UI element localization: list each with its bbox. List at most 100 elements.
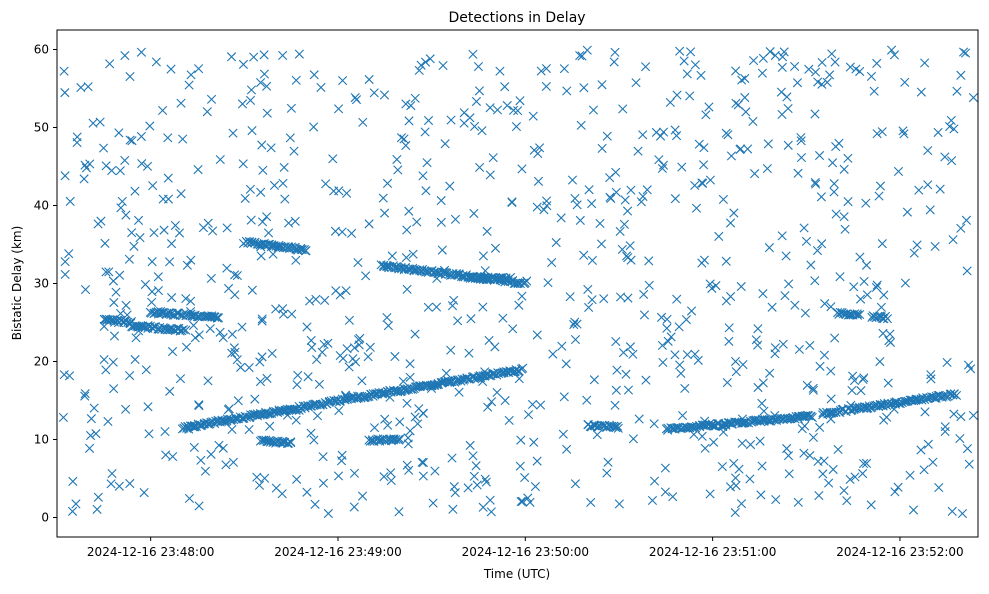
noise-point bbox=[71, 499, 81, 509]
noise-point bbox=[244, 363, 254, 373]
noise-point bbox=[610, 400, 620, 410]
noise-point bbox=[398, 376, 408, 386]
noise-point bbox=[822, 77, 832, 87]
noise-point bbox=[658, 357, 668, 368]
noise-point bbox=[828, 464, 838, 475]
noise-point bbox=[626, 185, 636, 195]
noise-point bbox=[666, 332, 676, 342]
noise-point bbox=[639, 289, 649, 300]
noise-point bbox=[176, 189, 186, 199]
noise-point bbox=[899, 129, 909, 139]
track-point bbox=[872, 312, 883, 322]
noise-point bbox=[404, 465, 414, 475]
noise-point bbox=[240, 193, 250, 204]
noise-point bbox=[605, 173, 615, 183]
noise-point bbox=[482, 226, 492, 236]
noise-point bbox=[711, 281, 721, 291]
noise-point bbox=[108, 357, 118, 367]
noise-point bbox=[471, 96, 482, 107]
track-point bbox=[946, 389, 956, 399]
noise-point bbox=[194, 400, 204, 410]
noise-point bbox=[431, 302, 442, 312]
y-tick-label: 10 bbox=[34, 433, 49, 447]
noise-point bbox=[819, 350, 830, 360]
noise-point bbox=[804, 64, 814, 74]
noise-point bbox=[404, 116, 414, 126]
noise-point bbox=[805, 340, 815, 351]
noise-point bbox=[877, 127, 887, 137]
noise-point bbox=[402, 398, 412, 408]
noise-point bbox=[671, 131, 682, 141]
noise-point bbox=[634, 414, 644, 424]
noise-point bbox=[466, 314, 476, 324]
noise-point bbox=[309, 122, 319, 132]
noise-point bbox=[238, 159, 248, 169]
noise-point bbox=[631, 78, 641, 88]
noise-point bbox=[743, 144, 753, 154]
noise-point bbox=[869, 86, 879, 96]
noise-point bbox=[622, 206, 633, 216]
noise-point bbox=[810, 276, 820, 286]
noise-point bbox=[649, 476, 660, 486]
noise-point bbox=[893, 166, 904, 176]
noise-point bbox=[215, 154, 225, 165]
noise-point bbox=[369, 423, 380, 433]
noise-point bbox=[801, 236, 812, 246]
noise-point bbox=[724, 323, 734, 333]
track-point bbox=[301, 246, 311, 256]
noise-point bbox=[745, 474, 755, 484]
noise-point bbox=[72, 137, 82, 148]
noise-point bbox=[839, 485, 849, 496]
noise-point bbox=[228, 128, 238, 138]
noise-point bbox=[778, 339, 788, 349]
noise-point bbox=[302, 487, 312, 497]
noise-point bbox=[955, 433, 965, 444]
noise-point bbox=[709, 437, 719, 447]
noise-point bbox=[920, 407, 930, 417]
noise-point bbox=[312, 411, 323, 421]
noise-point bbox=[663, 336, 673, 346]
noise-point bbox=[700, 443, 710, 453]
noise-point bbox=[500, 82, 510, 92]
noise-point bbox=[379, 472, 389, 482]
noise-point bbox=[99, 354, 109, 365]
noise-point bbox=[249, 52, 259, 62]
noise-point bbox=[705, 279, 715, 289]
noise-point bbox=[558, 429, 568, 439]
noise-point bbox=[474, 86, 485, 96]
noise-point bbox=[705, 175, 716, 185]
noise-point bbox=[644, 256, 654, 266]
noise-point bbox=[770, 50, 780, 61]
noise-point bbox=[602, 131, 612, 141]
noise-point bbox=[717, 461, 727, 472]
noise-point bbox=[736, 144, 746, 154]
noise-point bbox=[485, 170, 495, 180]
noise-point bbox=[592, 430, 602, 440]
noise-point bbox=[815, 422, 825, 432]
noise-point bbox=[252, 472, 262, 482]
noise-point bbox=[872, 280, 882, 290]
noise-point bbox=[205, 324, 215, 334]
noise-point bbox=[541, 81, 551, 92]
noise-point bbox=[520, 472, 530, 483]
noise-point bbox=[184, 80, 194, 90]
noise-point bbox=[394, 507, 404, 517]
noise-point bbox=[570, 193, 580, 204]
noise-point bbox=[410, 329, 420, 339]
noise-point bbox=[812, 245, 823, 256]
track-point bbox=[473, 272, 483, 282]
noise-point bbox=[386, 468, 396, 478]
noise-point bbox=[401, 99, 411, 109]
noise-point bbox=[478, 302, 488, 312]
noise-point bbox=[859, 276, 869, 287]
noise-point bbox=[416, 60, 426, 70]
noise-point bbox=[405, 359, 415, 369]
noise-point bbox=[602, 468, 612, 478]
noise-point bbox=[762, 163, 772, 174]
noise-point bbox=[312, 354, 322, 365]
noise-point bbox=[770, 410, 780, 421]
noise-point bbox=[137, 158, 147, 169]
noise-point bbox=[685, 47, 696, 57]
noise-point bbox=[923, 145, 933, 156]
noise-point bbox=[516, 496, 526, 507]
